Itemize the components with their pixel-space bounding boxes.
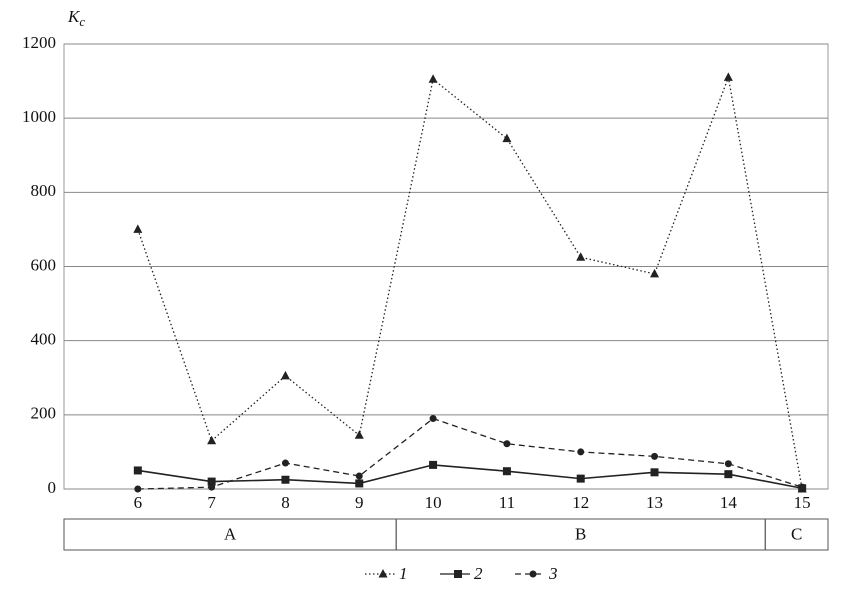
marker bbox=[207, 477, 216, 486]
y-tick-label: 0 bbox=[48, 478, 57, 497]
marker bbox=[502, 133, 512, 143]
marker bbox=[133, 466, 142, 475]
x-tick-label: 7 bbox=[207, 493, 216, 512]
marker bbox=[502, 467, 511, 476]
marker bbox=[355, 479, 364, 488]
marker bbox=[354, 430, 364, 439]
marker bbox=[280, 370, 290, 380]
x-tick-label: 14 bbox=[720, 493, 738, 512]
y-axis-label: Kc bbox=[67, 7, 85, 29]
y-tick-label: 400 bbox=[31, 330, 57, 349]
y-tick-label: 200 bbox=[31, 404, 57, 423]
series-line bbox=[137, 417, 803, 490]
x-tick-label: 13 bbox=[646, 493, 663, 512]
x-tick-label: 10 bbox=[425, 493, 442, 512]
marker bbox=[208, 483, 216, 491]
y-tick-label: 600 bbox=[31, 255, 57, 274]
group-label: C bbox=[791, 524, 802, 543]
marker bbox=[134, 485, 142, 493]
x-tick-label: 15 bbox=[794, 493, 811, 512]
marker bbox=[576, 252, 586, 261]
marker bbox=[529, 570, 537, 578]
group-label: B bbox=[575, 524, 586, 543]
y-label-main: K bbox=[67, 7, 81, 26]
marker bbox=[650, 468, 659, 477]
marker bbox=[724, 460, 732, 468]
marker bbox=[281, 475, 290, 484]
marker bbox=[429, 460, 438, 469]
series-line bbox=[137, 464, 803, 490]
marker bbox=[651, 452, 659, 460]
marker bbox=[577, 448, 585, 456]
series-line bbox=[137, 74, 803, 490]
x-tick-label: 8 bbox=[281, 493, 290, 512]
legend-label: 1 bbox=[399, 564, 408, 583]
group-label: A bbox=[224, 524, 237, 543]
y-tick-label: 1000 bbox=[22, 107, 56, 126]
marker bbox=[133, 224, 143, 233]
x-tick-label: 9 bbox=[355, 493, 364, 512]
marker bbox=[576, 474, 585, 483]
marker bbox=[724, 470, 733, 479]
group-box bbox=[764, 518, 829, 551]
marker bbox=[429, 415, 437, 423]
y-tick-label: 1200 bbox=[22, 33, 56, 52]
x-tick-label: 11 bbox=[499, 493, 515, 512]
x-tick-label: 6 bbox=[134, 493, 143, 512]
marker bbox=[650, 268, 660, 278]
marker bbox=[281, 459, 289, 467]
legend-label: 2 bbox=[474, 564, 483, 583]
marker bbox=[503, 440, 511, 448]
marker bbox=[207, 435, 217, 445]
x-tick-label: 12 bbox=[572, 493, 589, 512]
legend-label: 3 bbox=[548, 564, 558, 583]
y-tick-label: 800 bbox=[31, 181, 57, 200]
marker bbox=[378, 569, 388, 578]
marker bbox=[454, 570, 462, 578]
marker bbox=[355, 472, 363, 480]
y-label-sub: c bbox=[79, 14, 85, 29]
marker bbox=[428, 74, 438, 83]
marker bbox=[723, 72, 733, 81]
marker bbox=[798, 483, 806, 491]
